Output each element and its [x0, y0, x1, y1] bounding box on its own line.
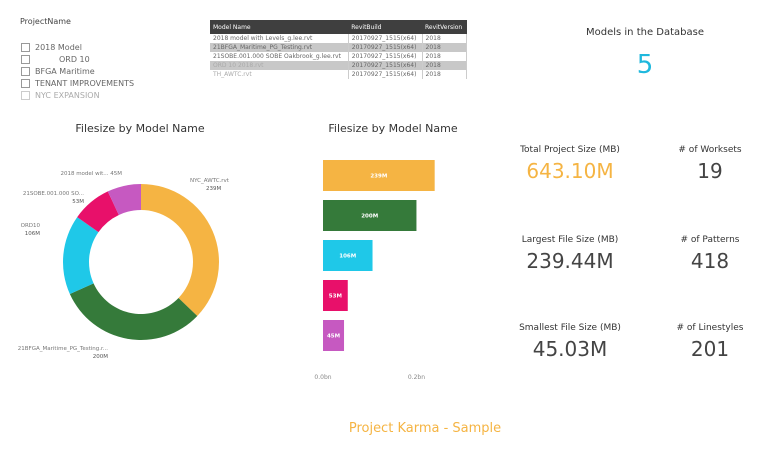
checkbox[interactable] — [21, 91, 30, 100]
col-model-name[interactable]: Model Name — [210, 20, 349, 34]
kpi-value: 239.44M — [526, 249, 614, 273]
bar[interactable] — [323, 160, 435, 191]
x-tick: 0.0bn — [314, 374, 331, 381]
models-card-label: Models in the Database — [585, 27, 704, 38]
donut-slice[interactable] — [107, 184, 141, 215]
donut-slice[interactable] — [77, 191, 119, 233]
kpi-label: # of Linestyles — [676, 323, 744, 333]
bar[interactable] — [323, 280, 348, 311]
table-row[interactable]: 21SOBE.001.000 SOBE Oakbrook_g.lee.rvt 20… — [210, 52, 467, 61]
slice-label: NYC_AWTC.rvt — [190, 178, 230, 184]
checkbox[interactable] — [21, 79, 30, 88]
donut-slice[interactable] — [62, 217, 99, 294]
kpi-value: 45.03M — [532, 337, 608, 361]
table-cell: ORD 10 2018.rvt — [210, 61, 349, 70]
bar-label: 239M — [370, 174, 387, 180]
donut-slice[interactable] — [141, 184, 220, 316]
models-card-value: 5 — [636, 50, 654, 80]
bar-chart: 239M 200M 106M 53M 45M 0.0bn 0.2bn — [314, 160, 435, 381]
table-cell: 21SOBE.001.000 SOBE Oakbrook_g.lee.rvt — [210, 52, 349, 61]
slicer-label: TENANT IMPROVEMENTS — [35, 79, 135, 88]
donut-title: Filesize by Model Name — [75, 122, 205, 135]
table-row[interactable]: TH_AWTC.rvt 20170927_1515(x64) 2018 — [210, 70, 467, 79]
kpi-value: 201 — [690, 337, 730, 361]
col-revit-version[interactable]: RevitVersion — [422, 20, 467, 34]
kpi-label: Smallest File Size (MB) — [519, 323, 621, 333]
table-cell: 20170927_1515(x64) — [348, 34, 423, 43]
slice-value: 200M — [93, 354, 108, 360]
table-cell: 20170927_1515(x64) — [348, 61, 423, 70]
slicer-item-ord10[interactable]: ORD 10 — [21, 55, 90, 64]
slicer-label: BFGA Maritime — [35, 67, 95, 76]
slice-label: 21BFGA_Maritime_PG_Testing.r... — [18, 346, 108, 352]
kpi-label: Largest File Size (MB) — [521, 235, 619, 245]
table-cell: 2018 model with Levels_g.lee.rvt — [210, 34, 349, 43]
slice-label: ORD10 — [21, 223, 41, 229]
bar[interactable] — [323, 200, 417, 231]
table-cell: 20170927_1515(x64) — [348, 43, 423, 52]
bar-label: 45M — [327, 334, 340, 340]
slice-value: 106M — [25, 231, 40, 237]
kpi-value: 643.10M — [526, 159, 614, 183]
table-row[interactable]: ORD 10 2018.rvt 20170927_1515(x64) 2018 — [210, 61, 467, 70]
checkbox[interactable] — [21, 55, 30, 64]
bar[interactable] — [323, 320, 345, 351]
slicer-item-2018-model[interactable]: 2018 Model — [21, 43, 82, 52]
models-table: Model Name RevitBuild RevitVersion 2018 … — [210, 20, 467, 79]
checkbox[interactable] — [21, 67, 30, 76]
footer-title: Project Karma - Sample — [348, 421, 502, 436]
table-row[interactable]: 2018 model with Levels_g.lee.rvt 20170927… — [210, 34, 467, 43]
kpi-label: # of Worksets — [678, 145, 742, 155]
bar-title: Filesize by Model Name — [328, 122, 458, 135]
kpi-value: 418 — [690, 249, 730, 273]
table-cell: 20170927_1515(x64) — [348, 70, 423, 79]
slicer-item-bfga[interactable]: BFGA Maritime — [21, 67, 95, 76]
x-tick: 0.2bn — [408, 374, 425, 381]
slice-value: 53M — [72, 199, 84, 205]
table-cell: 2018 — [422, 61, 467, 70]
table-cell: 21BFGA_Maritime_PG_Testing.rvt — [210, 43, 349, 52]
slice-value: 239M — [206, 186, 221, 192]
table-row[interactable]: 21BFGA_Maritime_PG_Testing.rvt 20170927_1… — [210, 43, 467, 52]
table-cell: TH_AWTC.rvt — [210, 70, 349, 79]
slice-label: 2018 model wit... 45M — [60, 171, 122, 177]
bar-label: 53M — [329, 294, 342, 300]
slice-label: 21SOBE.001.000 SO... — [23, 191, 84, 197]
slicer-label: NYC EXPANSION — [35, 91, 100, 100]
col-revit-build[interactable]: RevitBuild — [348, 20, 422, 34]
checkbox[interactable] — [21, 43, 30, 52]
slicer-label: 2018 Model — [35, 43, 82, 52]
slicer-label: ORD 10 — [59, 55, 90, 64]
table-cell: 2018 — [422, 43, 467, 52]
donut-chart: NYC_AWTC.rvt 239M 21BFGA_Maritime_PG_Testi… — [18, 171, 230, 360]
kpi-label: # of Patterns — [680, 235, 740, 245]
donut-slice[interactable] — [69, 283, 198, 340]
kpi-value: 19 — [697, 159, 723, 183]
table-cell: 2018 — [422, 70, 467, 79]
bar[interactable] — [323, 240, 373, 271]
slicer-title: ProjectName — [20, 17, 71, 26]
table-cell: 2018 — [422, 52, 467, 61]
slicer-item-nyc[interactable]: NYC EXPANSION — [21, 91, 100, 100]
table-cell: 2018 — [422, 34, 467, 43]
bar-label: 106M — [339, 254, 356, 260]
slicer-item-tenant[interactable]: TENANT IMPROVEMENTS — [21, 79, 134, 88]
bar-label: 200M — [361, 214, 378, 220]
kpi-label: Total Project Size (MB) — [520, 145, 620, 155]
table-cell: 20170927_1515(x64) — [348, 52, 423, 61]
